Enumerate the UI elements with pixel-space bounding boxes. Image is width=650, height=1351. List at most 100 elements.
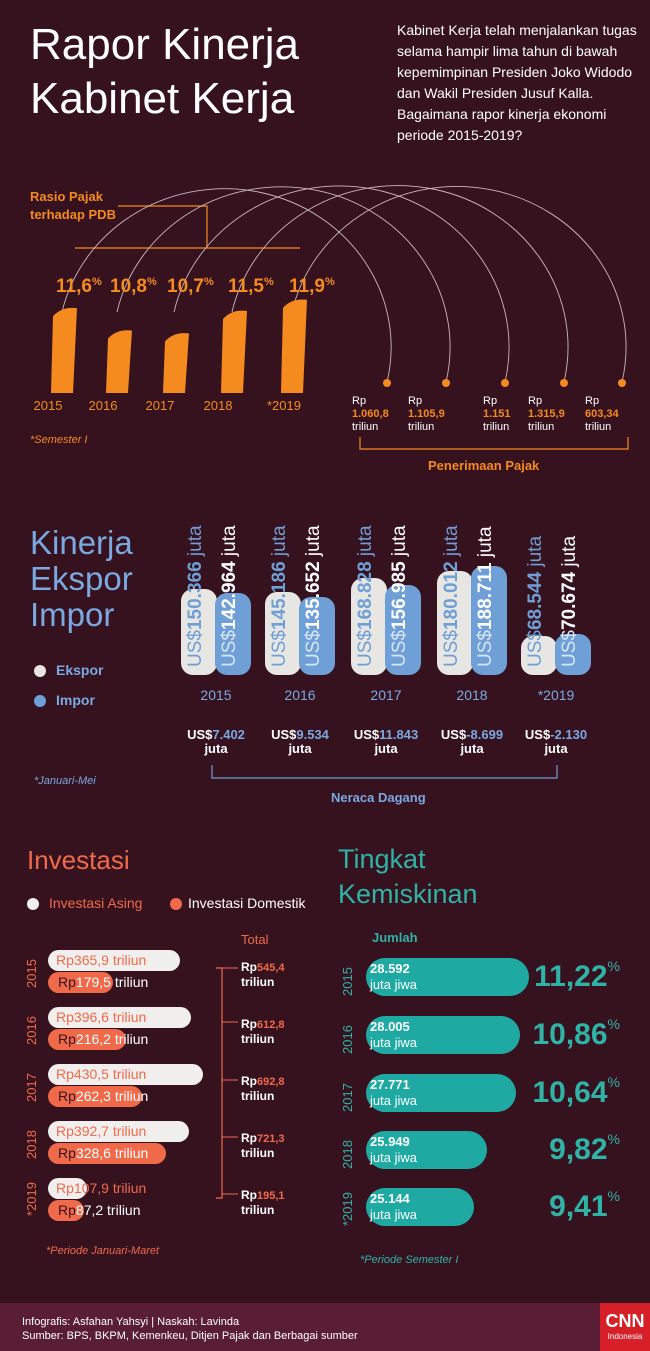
asing-unit: triliun (108, 952, 147, 968)
balance-unit: juta (374, 741, 398, 756)
receipt-number: 1.315,9 (528, 408, 565, 420)
poverty-count: 27.771 juta jiwa (370, 1077, 417, 1109)
impor-value: US$156.985 juta (389, 525, 411, 667)
legend-domestik: Investasi Domestik (170, 895, 305, 911)
asing-bar (48, 1064, 203, 1085)
trade-year: 2015 (200, 687, 232, 703)
poverty-year: 2018 (340, 1140, 355, 1169)
receipt-arc (231, 185, 569, 383)
domestik-prefix: Rp (58, 974, 76, 990)
impor-prefix: US$ (475, 630, 496, 667)
trade-title-1: Kinerja (30, 524, 133, 561)
receipt-value: Rp 1.105,9 triliun (408, 395, 445, 434)
poverty-title-2: Kemiskinan (338, 879, 478, 909)
invest-bracket-line (216, 967, 223, 1199)
ekspor-number: 150.366 (185, 561, 206, 631)
total-number: 721,3 (257, 1133, 285, 1145)
total-unit: triliun (241, 1203, 275, 1217)
receipt-dot (618, 379, 626, 387)
title-line-1: Rapor Kinerja (30, 20, 300, 69)
total-prefix: Rp (241, 1017, 257, 1031)
legend-domestik-label: Investasi Domestik (188, 895, 306, 911)
ekspor-value: US$150.366 juta (185, 525, 207, 667)
balance-prefix: US$ (271, 727, 297, 742)
invest-total-value: Rp692,8 triliun (241, 1074, 285, 1103)
ratio-value: 11,5% (228, 276, 274, 298)
trade-year: *2019 (537, 687, 575, 703)
invest-bracket (216, 967, 238, 1199)
receipt-dot (383, 379, 391, 387)
domestik-number: 328,6 (75, 1145, 111, 1161)
ratio-value: 11,6% (56, 276, 102, 298)
receipt-arc (291, 186, 627, 383)
poverty-rate: 9,41% (510, 1188, 620, 1224)
ratio-number: 10,7 (167, 276, 204, 297)
invest-year: *2019 (24, 1182, 39, 1216)
balance-number: 7.402 (212, 727, 245, 742)
poverty-rate: 10,64% (510, 1074, 620, 1110)
trade-title-3: Impor (30, 596, 115, 633)
legend-ekspor-dot (34, 665, 46, 678)
ekspor-number: 145.186 (269, 561, 290, 631)
invest-note: *Periode Januari-Maret (46, 1245, 160, 1257)
poverty-count-number: 27.771 (370, 1077, 410, 1092)
invest-year: 2018 (24, 1130, 39, 1159)
total-unit: triliun (241, 1146, 275, 1160)
domestik-bar (48, 972, 113, 993)
poverty-count: 28.005 juta jiwa (370, 1019, 417, 1051)
receipt-currency: Rp (408, 395, 423, 407)
trade-bracket (211, 765, 558, 779)
poverty-title-1: Tingkat (338, 844, 426, 874)
receipt-dot (501, 379, 509, 387)
poverty-count-number: 28.005 (370, 1019, 410, 1034)
poverty-rate-number: 9,41 (549, 1190, 608, 1223)
receipt-unit: triliun (483, 421, 510, 433)
ekspor-prefix: US$ (355, 630, 376, 667)
receipt-value: Rp 1.060,8 triliun (352, 395, 389, 434)
poverty-count-number: 28.592 (370, 961, 410, 976)
poverty-rate-unit: % (607, 958, 620, 974)
asing-unit: triliun (108, 1009, 147, 1025)
receipt-unit: triliun (528, 421, 555, 433)
asing-number: 392,7 (73, 1123, 109, 1139)
poverty-year: *2019 (340, 1192, 355, 1226)
poverty-title: Tingkat Kemiskinan (338, 842, 478, 912)
domestik-number: 87,2 (75, 1202, 104, 1218)
asing-bar (48, 1007, 191, 1028)
receipt-value: Rp 603,34 triliun (585, 395, 619, 434)
poverty-rate: 11,22% (510, 958, 620, 994)
poverty-year: 2017 (340, 1083, 355, 1112)
receipt-number: 1.105,9 (408, 408, 445, 420)
domestik-bar (48, 1200, 84, 1221)
balance-value: US$9.534 juta (260, 728, 340, 756)
trade-year: 2017 (370, 687, 402, 703)
poverty-rate-unit: % (607, 1131, 620, 1147)
receipt-arc (173, 185, 510, 383)
ekspor-value: US$145.186 juta (269, 525, 291, 667)
domestik-unit: triliun (110, 1088, 149, 1104)
total-unit: triliun (241, 1032, 275, 1046)
impor-prefix: US$ (559, 630, 580, 667)
ekspor-unit: juta (269, 525, 290, 562)
asing-bar (48, 950, 180, 971)
asing-prefix: Rp (56, 952, 74, 968)
asing-bar (48, 1178, 87, 1199)
total-prefix: Rp (241, 960, 257, 974)
domestik-prefix: Rp (58, 1031, 76, 1047)
ratio-bar (163, 333, 189, 393)
impor-prefix: US$ (303, 630, 324, 667)
ekspor-unit: juta (525, 535, 546, 572)
tax-year: 2015 (33, 398, 63, 413)
receipt-value: Rp 1.315,9 triliun (528, 395, 565, 434)
balance-prefix: US$ (353, 727, 380, 742)
impor-unit: juta (389, 525, 410, 562)
ratio-unit: % (203, 276, 214, 288)
receipt-unit: triliun (585, 421, 612, 433)
trade-note: *Januari-Mei (34, 775, 96, 787)
balance-number: 11.843 (379, 727, 419, 742)
impor-prefix: US$ (219, 630, 240, 667)
total-number: 195,1 (257, 1190, 285, 1202)
poverty-count-unit: juta jiwa (370, 977, 417, 992)
domestik-value: Rp328,6 triliun (58, 1143, 148, 1164)
trade-title-2: Ekspor (30, 560, 133, 597)
